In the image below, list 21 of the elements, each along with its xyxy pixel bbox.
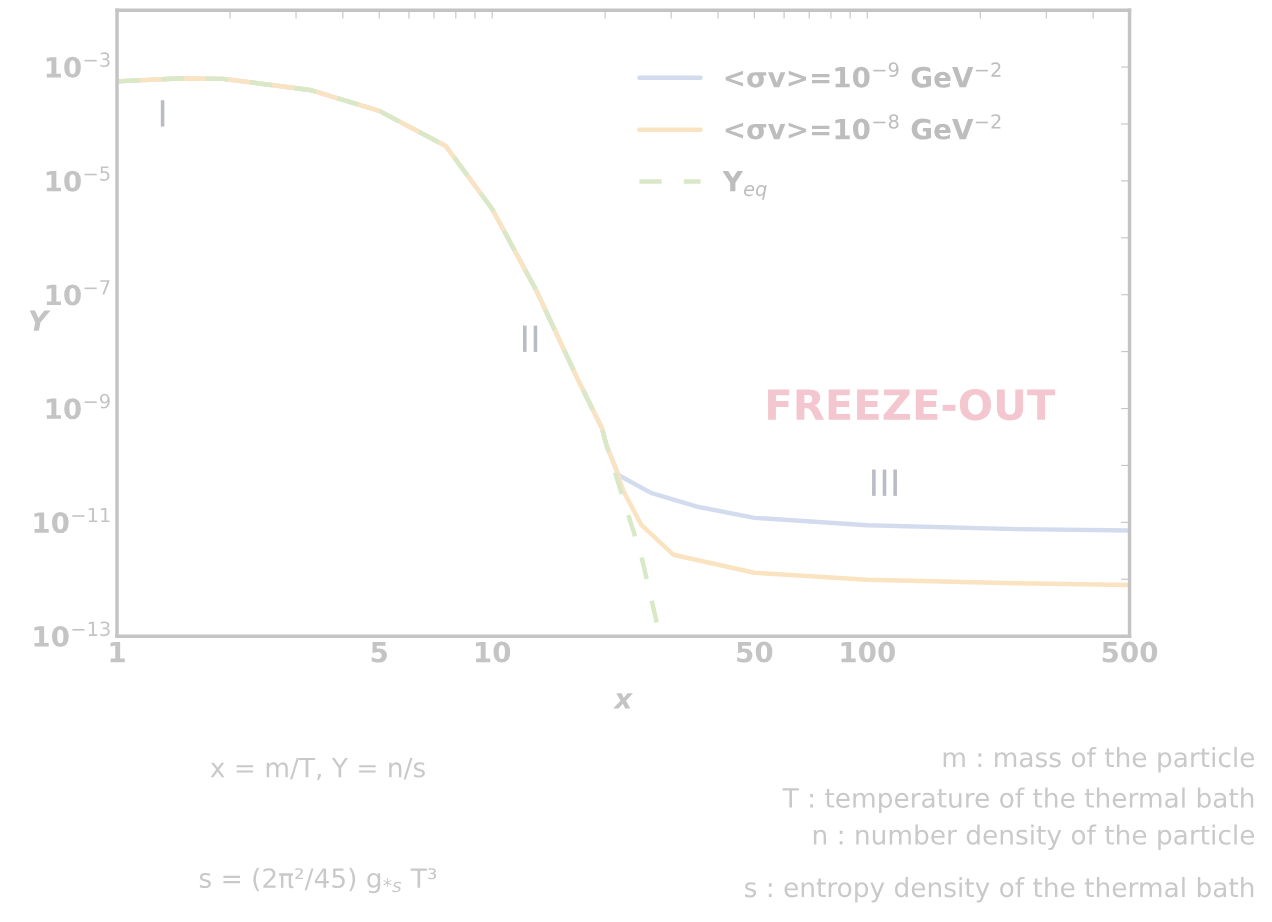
legend-label: <σv>=10$^{−8}$ GeV$^{−2}$: [725, 114, 1001, 140]
x-axis-title: x: [613, 693, 633, 709]
y-tick-label: 10$^{−3}$: [46, 52, 110, 78]
legend-label: Y$_{eq}$: [722, 171, 767, 200]
y-tick-label: 10$^{−5}$: [46, 166, 110, 192]
x-tick-label: 50: [737, 641, 773, 663]
y-tick-label: 10$^{−13}$: [34, 621, 110, 647]
x-tick-label: 500: [1102, 641, 1158, 663]
y-tick-label: 10$^{−9}$: [46, 393, 110, 420]
annotation: FREEZE-OUT: [768, 388, 1056, 421]
annotation: III: [872, 469, 897, 496]
y-tick-label: 10$^{−7}$: [46, 280, 110, 306]
legend-label: <σv>=10$^{−9}$ GeV$^{−2}$: [725, 62, 1001, 88]
y-axis-title: Y: [29, 310, 51, 331]
x-tick-label: 10: [475, 641, 511, 663]
y-tick-label: 10$^{−11}$: [34, 507, 110, 534]
annotation: II: [523, 325, 538, 352]
x-tick-label: 5: [371, 641, 387, 663]
x-tick-label: 100: [841, 641, 895, 663]
annotation: I: [160, 100, 165, 127]
x-tick-label: 1: [110, 641, 125, 663]
